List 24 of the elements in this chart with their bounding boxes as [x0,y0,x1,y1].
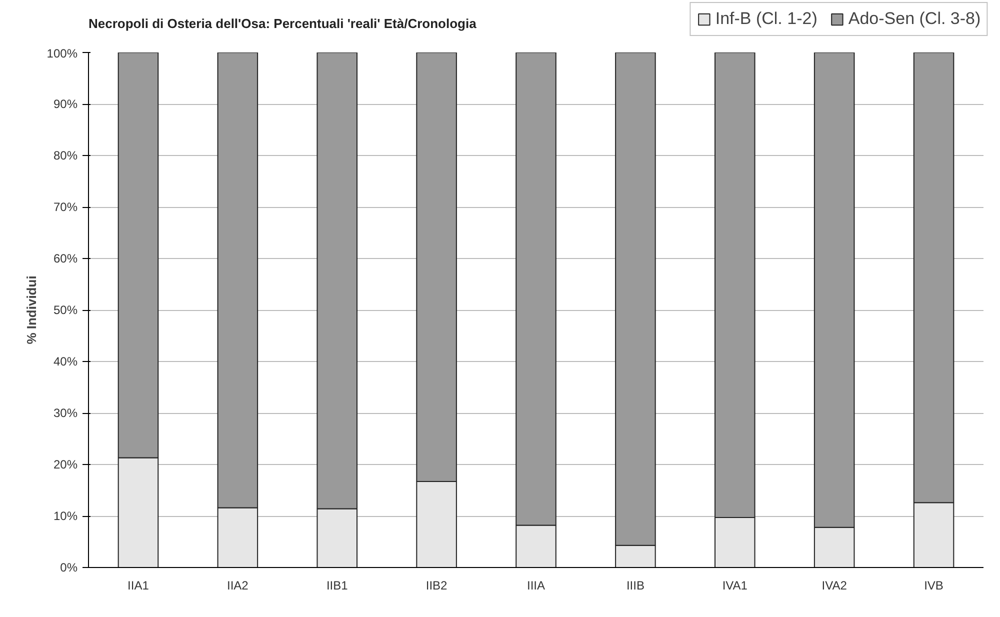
y-tick-label: 0% [60,560,78,574]
x-tick-label: IVA1 [722,578,748,592]
y-tick-label: 100% [46,46,78,60]
y-tick-label: 40% [53,354,78,368]
y-tick-label: 50% [53,303,78,317]
x-tick-label: IIA1 [128,578,150,592]
x-tick-label: IVB [924,578,944,592]
y-tick-label: 60% [53,252,78,266]
y-tick-label: 80% [53,148,78,162]
x-tick-label: IIB1 [326,578,348,592]
y-tick-label: 30% [53,406,78,420]
y-tick-label: 20% [53,458,78,472]
x-tick-label: IVA2 [822,578,848,592]
legend-label: Ado-Sen (Cl. 3-8) [848,9,981,29]
x-tick-label: IIA2 [226,578,249,592]
y-tick-label: 70% [53,200,78,214]
chart-title: Necropoli di Osteria dell'Osa: Percentuali 'reali' Età/Cronologia [88,16,478,32]
legend-label: Inf-B (Cl. 1-2) [715,9,818,29]
y-tick-label: 90% [53,97,78,111]
x-tick-label: IIIB [626,578,644,592]
x-tick-label: IIIA [526,578,546,592]
y-tick-label: 10% [53,509,78,523]
x-tick-label: IIB2 [426,578,448,592]
y-axis-title: % Individui [24,276,39,344]
